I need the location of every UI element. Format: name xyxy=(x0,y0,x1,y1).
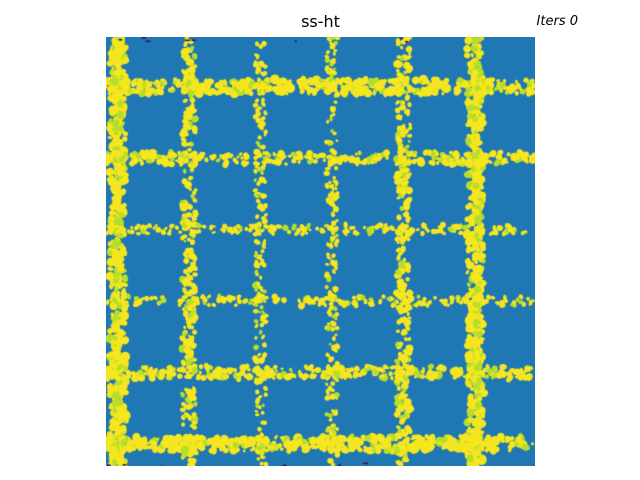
field-image xyxy=(106,37,535,466)
plot-title: ss-ht xyxy=(301,12,340,31)
iteration-label: Iters 0 xyxy=(536,14,578,29)
